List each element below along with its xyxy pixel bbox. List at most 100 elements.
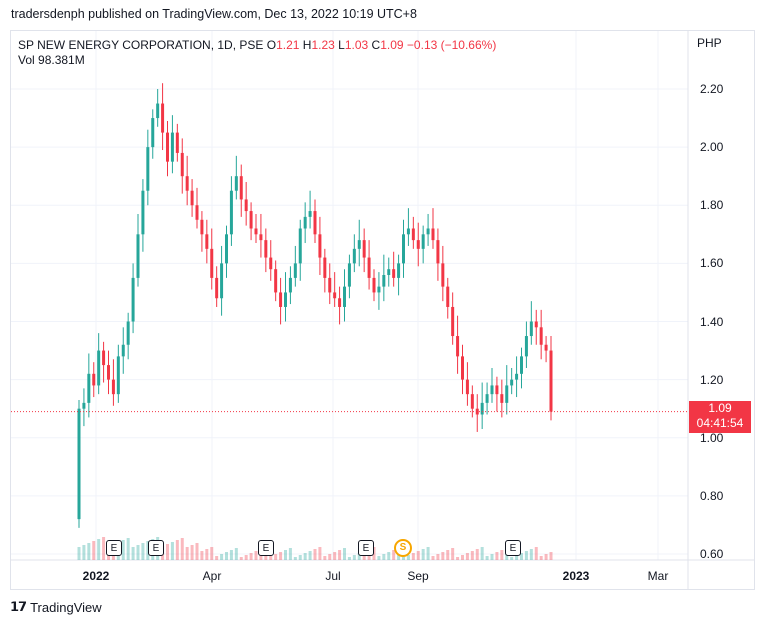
- volume-label: Vol: [18, 53, 35, 67]
- candle-body: [490, 385, 494, 395]
- volume-bar: [436, 554, 440, 560]
- earnings-badge[interactable]: E: [148, 540, 164, 556]
- earnings-badge[interactable]: E: [358, 540, 374, 556]
- volume-bar: [225, 552, 228, 560]
- chart-area[interactable]: [10, 30, 755, 590]
- candle-body: [367, 257, 371, 278]
- earnings-badge[interactable]: E: [505, 540, 521, 556]
- volume-bar: [318, 547, 322, 560]
- volume-bar: [534, 547, 538, 560]
- volume-bar: [402, 557, 405, 560]
- candle-body: [121, 344, 125, 357]
- high-label: H: [302, 38, 312, 52]
- candle-body: [166, 132, 169, 162]
- volume-bar: [254, 551, 258, 560]
- candle-body: [170, 132, 174, 162]
- candle-body: [421, 234, 425, 249]
- volume-bar: [451, 548, 455, 560]
- candle-body: [274, 269, 278, 293]
- volume-bar: [333, 552, 337, 560]
- earnings-badge[interactable]: E: [106, 540, 122, 556]
- volume-bar: [77, 547, 81, 560]
- volume-bar: [126, 538, 130, 560]
- countdown-timer: 04:41:54: [696, 416, 744, 430]
- volume-bar: [461, 555, 464, 560]
- volume-bar: [328, 554, 332, 560]
- volume-bar: [102, 537, 106, 560]
- volume-bar: [490, 554, 494, 560]
- split-badge[interactable]: S: [394, 539, 412, 557]
- volume-bar: [87, 543, 91, 560]
- volume-bar: [308, 551, 312, 560]
- candle-body: [313, 211, 317, 235]
- candle-body: [446, 286, 450, 307]
- candle-body: [151, 118, 155, 148]
- candle-body: [308, 211, 312, 217]
- volume-bar: [465, 553, 469, 560]
- volume-bar: [387, 552, 391, 560]
- volume-bar: [234, 548, 238, 560]
- candle-body: [264, 240, 268, 258]
- volume-bar: [180, 538, 184, 560]
- volume-bar: [220, 554, 224, 560]
- candle-body: [465, 379, 469, 395]
- last-price-label: 1.09 04:41:54: [689, 401, 751, 433]
- volume-bar: [529, 549, 533, 560]
- candle-body: [411, 228, 415, 241]
- volume-bar: [185, 547, 189, 560]
- close-label: C: [371, 38, 381, 52]
- volume-bar: [284, 550, 287, 560]
- candle-body: [161, 103, 165, 133]
- time-tick-label: Mar: [647, 569, 669, 583]
- candle-body: [470, 394, 474, 409]
- volume-bar: [239, 557, 243, 560]
- volume-bar: [411, 553, 415, 560]
- candle-body: [279, 292, 283, 307]
- candle-body: [323, 257, 327, 278]
- earnings-badge[interactable]: E: [258, 540, 274, 556]
- volume-bar: [323, 556, 327, 560]
- candle-body: [539, 327, 543, 345]
- candle-body: [397, 263, 401, 278]
- chart-legend: SP NEW ENERGY CORPORATION, 1D, PSE O1.21…: [18, 37, 496, 53]
- volume-bar: [416, 551, 420, 560]
- candle-body: [141, 190, 145, 235]
- high-value: 1.23: [311, 38, 335, 52]
- candle-body: [220, 263, 224, 299]
- candle-body: [529, 321, 533, 337]
- close-value: 1.09: [380, 38, 404, 52]
- price-tick-label: 2.00: [700, 140, 724, 155]
- volume-bar: [495, 552, 499, 560]
- candle-body: [239, 176, 243, 200]
- tradingview-brand[interactable]: 𝟭𝟳 TradingView: [10, 599, 102, 615]
- volume-bar: [131, 547, 135, 560]
- volume-bar: [392, 550, 396, 560]
- candle-body: [524, 336, 528, 357]
- time-tick-label: Jul: [325, 569, 341, 583]
- volume-bar: [249, 553, 253, 560]
- volume-bar: [343, 548, 346, 560]
- time-tick-label: 2023: [562, 569, 590, 583]
- candle-body: [333, 292, 337, 299]
- volume-bar: [431, 556, 435, 560]
- open-value: 1.21: [276, 38, 300, 52]
- candle-body: [210, 248, 214, 278]
- candle-body: [190, 190, 194, 206]
- candle-body: [185, 176, 189, 191]
- volume-bar: [293, 557, 297, 560]
- time-tick-label: 2022: [82, 569, 110, 583]
- volume-bar: [215, 556, 219, 560]
- candle-body: [215, 277, 219, 299]
- volume-bar: [313, 549, 317, 560]
- candle-body: [338, 298, 342, 307]
- volume-bar: [338, 550, 342, 560]
- candle-body: [475, 408, 479, 415]
- volume-bar: [406, 555, 410, 560]
- candle-body: [136, 234, 140, 278]
- volume-bar: [288, 548, 292, 560]
- candle-body: [357, 240, 361, 249]
- candle-body: [431, 228, 435, 241]
- volume-bar: [229, 550, 233, 560]
- candle-body: [225, 234, 228, 264]
